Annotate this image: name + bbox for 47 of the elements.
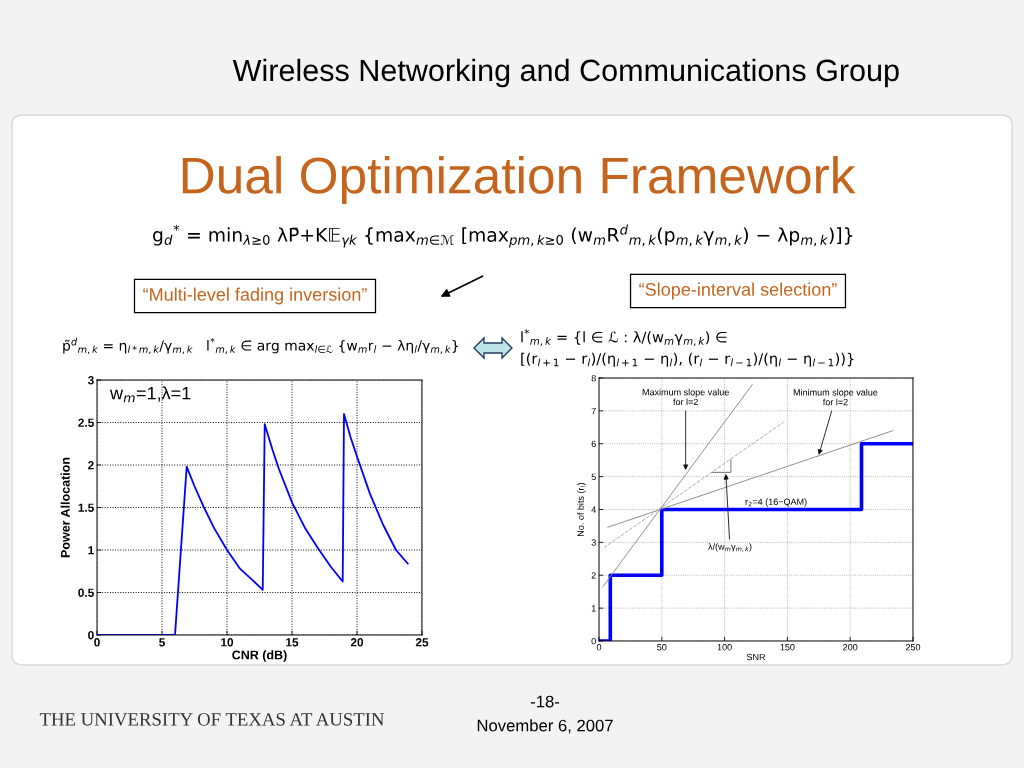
x-tick-label: 10 — [221, 638, 234, 647]
x-tick-label: 200 — [843, 644, 858, 651]
annotation: λ/(w$_{m}$γ$_{m,k}$) — [708, 543, 752, 552]
x-tick-label: 20 — [350, 638, 364, 647]
y-tick-label: 2.5 — [78, 418, 94, 427]
y-tick-label: 8 — [591, 374, 596, 382]
y-tick-label: 2 — [591, 572, 596, 579]
y-axis-title: No. of bits (r$_{l}$) — [577, 482, 586, 536]
x-tick-label: 250 — [905, 644, 921, 651]
y-tick-label: 6 — [591, 440, 596, 448]
x-axis-title: SNR — [746, 653, 766, 661]
y-tick-label: 7 — [591, 407, 596, 415]
y-tick-label: 1.5 — [78, 503, 94, 512]
text: “Slope-interval selection” — [639, 282, 837, 300]
x-tick-label: 25 — [415, 638, 429, 647]
y-tick-label: 4 — [591, 506, 596, 513]
text: p̃$^{d}$$_{m,k}$ = η$_{l*m,k}$/γ$_{m,k}$ — [63, 337, 193, 354]
x-tick-label: 5 — [159, 638, 165, 647]
x-axis-title: CNR (dB) — [232, 650, 287, 662]
y-tick-label: 3 — [591, 539, 596, 546]
annotation: w$_{m}$=1,λ=1 — [109, 386, 191, 403]
y-axis-title: Power Allocation — [60, 457, 70, 558]
text: g$_{d}$$^{*}$ = min$_{λ≥0}$ λP̄+K𝔼$_{γk}$ {max$_{m∈ℳ}$ [max$_{pm,k≥0}$ (w$_{m}$R$^{d}$$_{m,k}$(p$_{m,k}$γ$_{m,k}$) − λp$_{m,k}$)]} — [153, 224, 853, 248]
y-tick-label: 0 — [88, 631, 94, 640]
annotation: Minimum slope value for l=2 — [793, 388, 878, 406]
text: l$^{*}$$_{m,k}$ = {l ∈ ℒ : λ/(w$_{m}$γ$_{m,k}$) ∈ [(r$_{l+1}$ − r$_{l}$)/(η$_{l+1}$ − η$_{l}$), (r$_{l}$ − r$_{l−1}$)/(η$_{l}$ − η$_{l−1}$))} — [521, 329, 854, 367]
y-tick-label: 2 — [88, 461, 94, 470]
y-tick-label: 3 — [87, 376, 94, 385]
y-tick-label: 1 — [88, 546, 94, 555]
annotation: r$_{2}$=4 (16−QAM) — [745, 498, 807, 507]
text: THE UNIVERSITY OF TEXAS AT AUSTIN — [39, 713, 385, 726]
x-tick-label: 0 — [94, 638, 100, 647]
y-tick-label: 0.5 — [78, 588, 94, 597]
x-tick-label: 0 — [596, 644, 602, 651]
text: l$^{*}$$_{m,k}$ ∈ arg max$_{l∈ℒ}$ {w$_{m}$r$_{l}$ − λη$_{l}$/γ$_{m,k}$} — [207, 337, 458, 354]
text: Wireless Networking and Communications Group — [232, 58, 899, 88]
y-tick-label: 5 — [591, 473, 596, 480]
text: -18- — [530, 695, 560, 708]
text: November 6, 2007 — [477, 719, 613, 734]
text: “Multi-level fading inversion” — [143, 287, 367, 305]
annotation: Maximum slope value for l=2 — [642, 388, 729, 406]
x-tick-label: 100 — [717, 644, 732, 651]
y-tick-label: 1 — [591, 605, 596, 612]
text: Dual Optimization Framework — [182, 156, 856, 204]
x-tick-label: 150 — [780, 644, 795, 651]
x-tick-label: 50 — [657, 644, 667, 651]
x-tick-label: 15 — [286, 638, 299, 647]
